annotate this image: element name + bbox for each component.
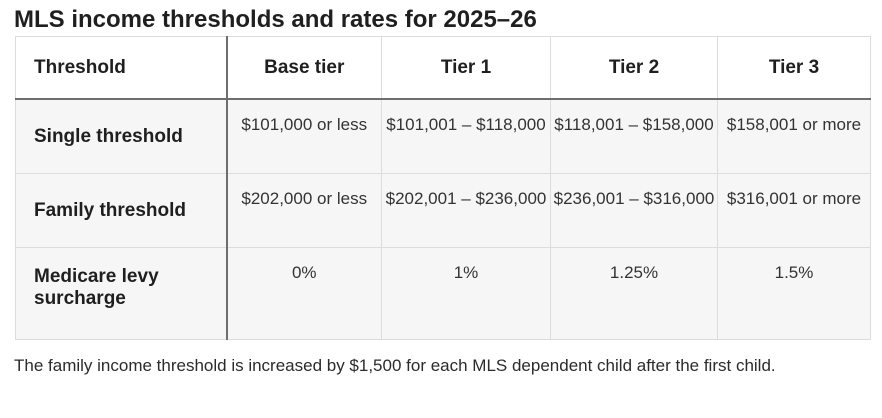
- cell-surcharge-base: 0%: [226, 247, 382, 340]
- mls-thresholds-table: Threshold Base tier Tier 1 Tier 2 Tier 3…: [15, 36, 871, 340]
- cell-family-tier-3: $316,001 or more: [717, 173, 871, 248]
- cell-single-tier-1: $101,001 – $118,000: [381, 98, 551, 174]
- cell-surcharge-tier-2: 1.25%: [550, 247, 718, 340]
- footnote: The family income threshold is increased…: [14, 356, 776, 375]
- row-label-family: Family threshold: [15, 173, 228, 248]
- header-tier-1: Tier 1: [381, 36, 551, 100]
- header-tier-3: Tier 3: [717, 36, 871, 100]
- row-label-single: Single threshold: [15, 98, 228, 174]
- header-tier-2: Tier 2: [550, 36, 718, 100]
- cell-single-tier-2: $118,001 – $158,000: [550, 98, 718, 174]
- cell-single-base: $101,000 or less: [226, 98, 382, 174]
- cell-family-tier-1: $202,001 – $236,000: [381, 173, 551, 248]
- table-row-surcharge: Medicare levy surcharge 0% 1% 1.25% 1.5%: [15, 247, 871, 340]
- cell-surcharge-tier-1: 1%: [381, 247, 551, 340]
- cell-family-base: $202,000 or less: [226, 173, 382, 248]
- cell-surcharge-tier-3: 1.5%: [717, 247, 871, 340]
- table-header-row: Threshold Base tier Tier 1 Tier 2 Tier 3: [15, 36, 871, 100]
- row-label-surcharge: Medicare levy surcharge: [15, 247, 228, 340]
- cell-family-tier-2: $236,001 – $316,000: [550, 173, 718, 248]
- header-base-tier: Base tier: [226, 36, 382, 100]
- header-threshold: Threshold: [15, 36, 228, 100]
- table-row-family: Family threshold $202,000 or less $202,0…: [15, 173, 871, 248]
- page-title: MLS income thresholds and rates for 2025…: [14, 6, 537, 33]
- cell-single-tier-3: $158,001 or more: [717, 98, 871, 174]
- table-row-single: Single threshold $101,000 or less $101,0…: [15, 98, 871, 174]
